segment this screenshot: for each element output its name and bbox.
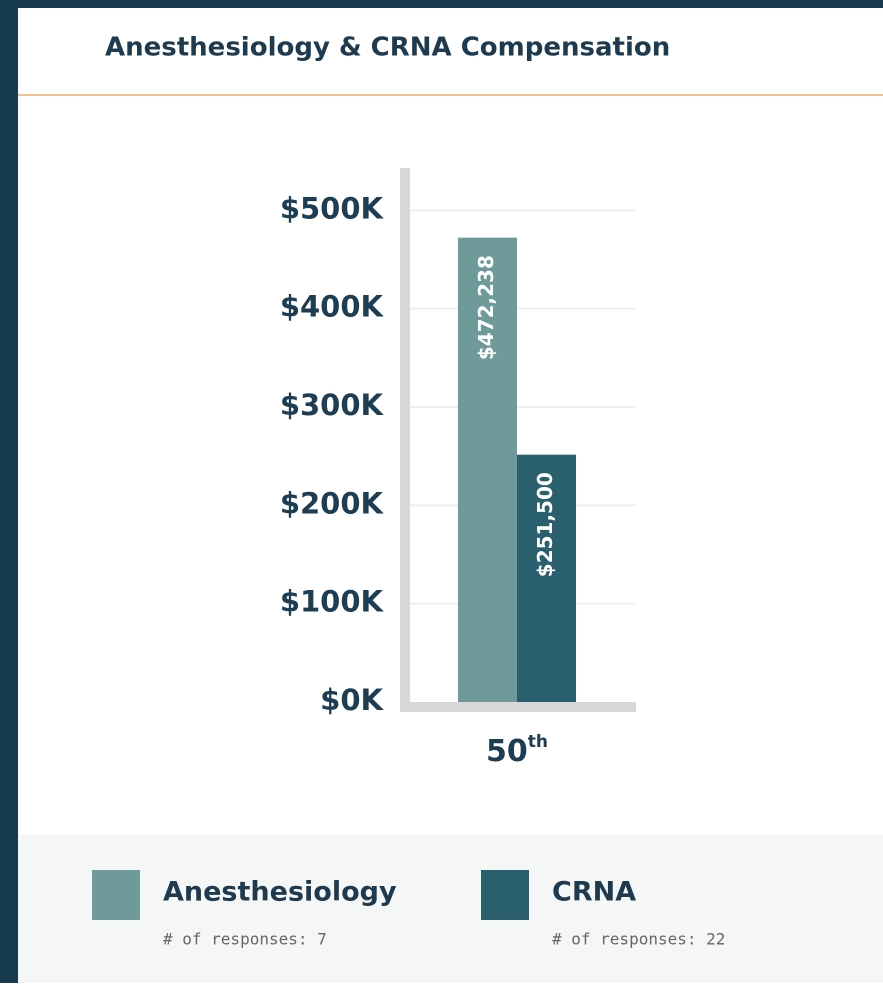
chart-title: Anesthesiology & CRNA Compensation: [105, 33, 670, 63]
x-tick-label: 50th: [486, 732, 548, 769]
x-tick-number: 50: [486, 734, 528, 769]
y-tick-label: $500K: [280, 191, 385, 225]
y-tick-label: $100K: [280, 585, 385, 619]
y-tick-label: $300K: [280, 388, 385, 422]
y-tick-label: $0K: [320, 683, 384, 717]
legend-panel: [18, 835, 883, 983]
value-label: $472,238: [474, 255, 498, 360]
legend-note: # of responses: 22: [552, 930, 725, 949]
card: [18, 8, 883, 983]
x-axis: [400, 702, 636, 712]
legend-note: # of responses: 7: [163, 930, 327, 949]
y-axis: [400, 168, 410, 709]
y-tick-label: $400K: [280, 290, 385, 324]
bar: [517, 454, 576, 702]
legend-swatch: [92, 870, 140, 920]
y-tick-label: $200K: [280, 486, 385, 520]
legend-label: CRNA: [552, 877, 636, 908]
bar: [458, 237, 517, 702]
legend-swatch: [481, 870, 529, 920]
legend-label: Anesthesiology: [163, 877, 397, 908]
x-tick-suffix: th: [528, 732, 548, 752]
value-label: $251,500: [533, 472, 557, 577]
